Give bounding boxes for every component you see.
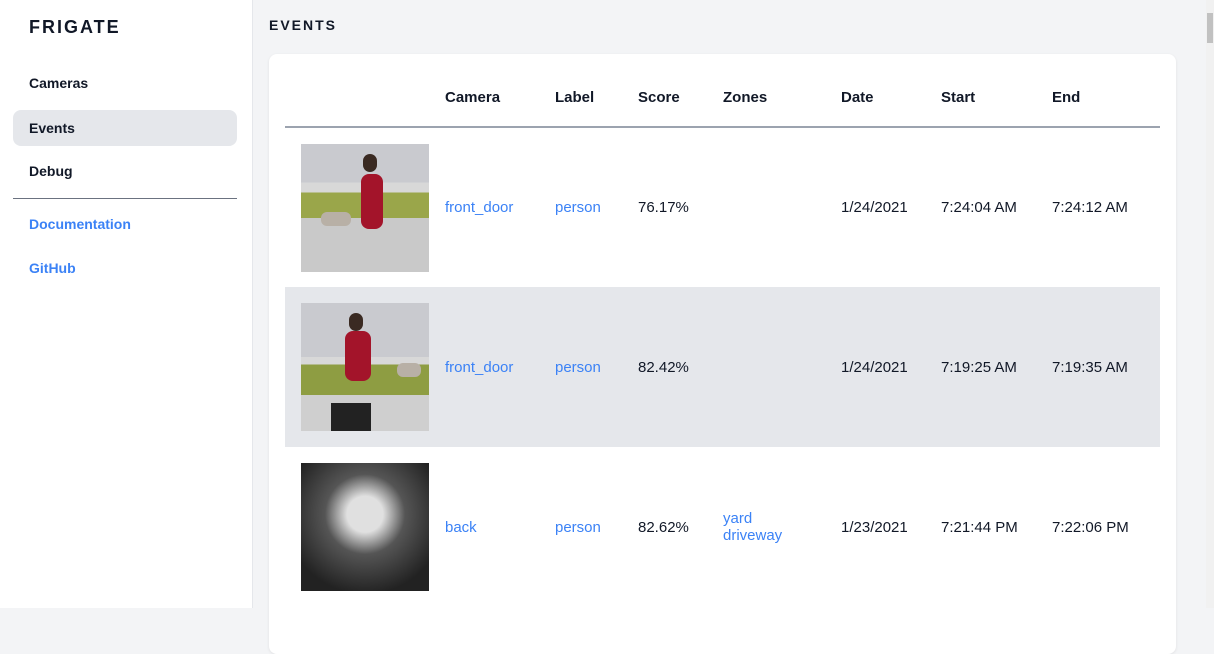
sidebar-link-documentation[interactable]: Documentation [29, 216, 131, 232]
end-time: 7:22:06 PM [1052, 518, 1129, 536]
table-row[interactable]: front_door person 76.17% 1/24/2021 7:24:… [285, 127, 1160, 287]
column-header-start: Start [941, 60, 1052, 128]
score: 82.62% [638, 518, 689, 536]
table-row[interactable]: back person 82.62% yard driveway 1/23/202… [285, 447, 1160, 607]
column-header-camera: Camera [445, 60, 555, 128]
zone-link[interactable]: driveway [723, 527, 783, 544]
column-header-score: Score [638, 60, 723, 128]
scrollbar-thumb[interactable] [1207, 13, 1213, 43]
score: 76.17% [638, 199, 689, 216]
brand-logo: FRIGATE [29, 17, 121, 37]
event-thumbnail[interactable] [301, 143, 429, 272]
start-time: 7:24:04 AM [941, 199, 1017, 216]
events-table: Camera Label Score Zones Date Start End … [285, 60, 1160, 607]
sidebar-item-events[interactable]: Events [13, 110, 237, 146]
end-time: 7:24:12 AM [1052, 199, 1128, 216]
sidebar-link-github[interactable]: GitHub [29, 260, 76, 276]
sidebar-item-cameras[interactable]: Cameras [29, 75, 89, 91]
camera-link[interactable]: front_door [445, 199, 514, 216]
column-header-label: Label [555, 60, 638, 128]
events-card: Camera Label Score Zones Date Start End … [269, 54, 1176, 654]
start-time: 7:21:44 PM [941, 518, 1018, 536]
date: 1/24/2021 [841, 199, 908, 216]
column-header-thumbnail [285, 60, 445, 128]
label-link[interactable]: person [555, 518, 601, 536]
scrollbar[interactable] [1206, 0, 1214, 608]
score: 82.42% [638, 287, 723, 447]
label-link[interactable]: person [555, 358, 601, 376]
sidebar-divider [13, 198, 237, 199]
date: 1/24/2021 [841, 287, 941, 447]
page-title: EVENTS [269, 17, 338, 33]
start-time: 7:19:25 AM [941, 287, 1052, 447]
zone-link[interactable]: yard [723, 510, 753, 527]
sidebar-item-debug[interactable]: Debug [29, 163, 73, 179]
column-header-zones: Zones [723, 60, 841, 128]
column-header-date: Date [841, 60, 941, 128]
date: 1/23/2021 [841, 518, 908, 536]
column-header-end: End [1052, 60, 1160, 128]
end-time: 7:19:35 AM [1052, 287, 1160, 447]
event-thumbnail[interactable] [301, 303, 429, 431]
camera-link[interactable]: front_door [445, 358, 514, 376]
camera-link[interactable]: back [445, 518, 477, 536]
table-row[interactable]: front_door person 82.42% 1/24/2021 7:19:… [285, 287, 1160, 447]
sidebar: FRIGATE Cameras Events Debug Documentati… [0, 0, 253, 608]
label-link[interactable]: person [555, 199, 601, 216]
event-thumbnail[interactable] [301, 463, 429, 591]
